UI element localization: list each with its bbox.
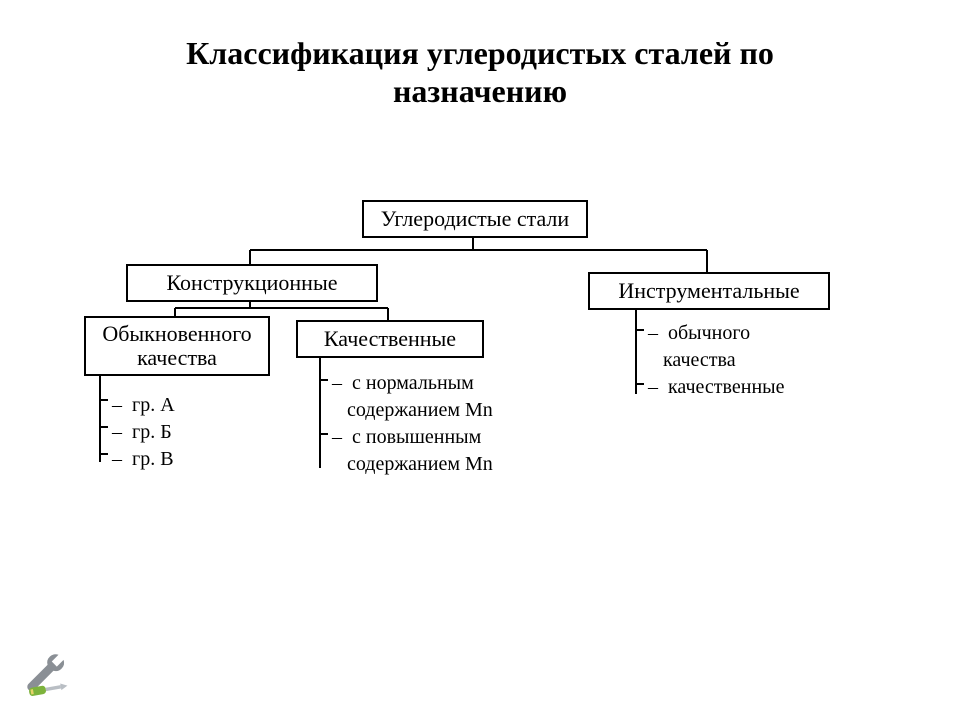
node-quality-label: Качественные	[324, 327, 456, 351]
node-ordinary: Обыкновенногокачества	[84, 316, 270, 376]
node-structural: Конструкционные	[126, 264, 378, 302]
node-root: Углеродистые стали	[362, 200, 588, 238]
node-tool: Инструментальные	[588, 272, 830, 310]
items-ordinary: – гр. А– гр. Б– гр. В	[112, 392, 175, 473]
items-quality: – с нормальным содержанием Mn– с повышен…	[332, 370, 493, 478]
items-tool: – обычного качества– качественные	[648, 320, 784, 401]
slide: Классификация углеродистых сталей по наз…	[0, 0, 960, 720]
title-line-2: назначению	[393, 73, 567, 109]
node-root-label: Углеродистые стали	[381, 207, 569, 231]
list-item: – качественные	[648, 374, 784, 401]
tools-icon	[18, 648, 72, 702]
list-item: качества	[648, 347, 784, 374]
list-item: содержанием Mn	[332, 451, 493, 478]
list-item: – гр. Б	[112, 419, 175, 446]
node-quality: Качественные	[296, 320, 484, 358]
list-item: – гр. В	[112, 446, 175, 473]
list-item: содержанием Mn	[332, 397, 493, 424]
node-structural-label: Конструкционные	[166, 271, 337, 295]
title-line-1: Классификация углеродистых сталей по	[186, 35, 774, 71]
page-title: Классификация углеродистых сталей по наз…	[0, 34, 960, 111]
list-item: – с нормальным	[332, 370, 493, 397]
list-item: – обычного	[648, 320, 784, 347]
node-tool-label: Инструментальные	[618, 279, 799, 303]
list-item: – с повышенным	[332, 424, 493, 451]
list-item: – гр. А	[112, 392, 175, 419]
